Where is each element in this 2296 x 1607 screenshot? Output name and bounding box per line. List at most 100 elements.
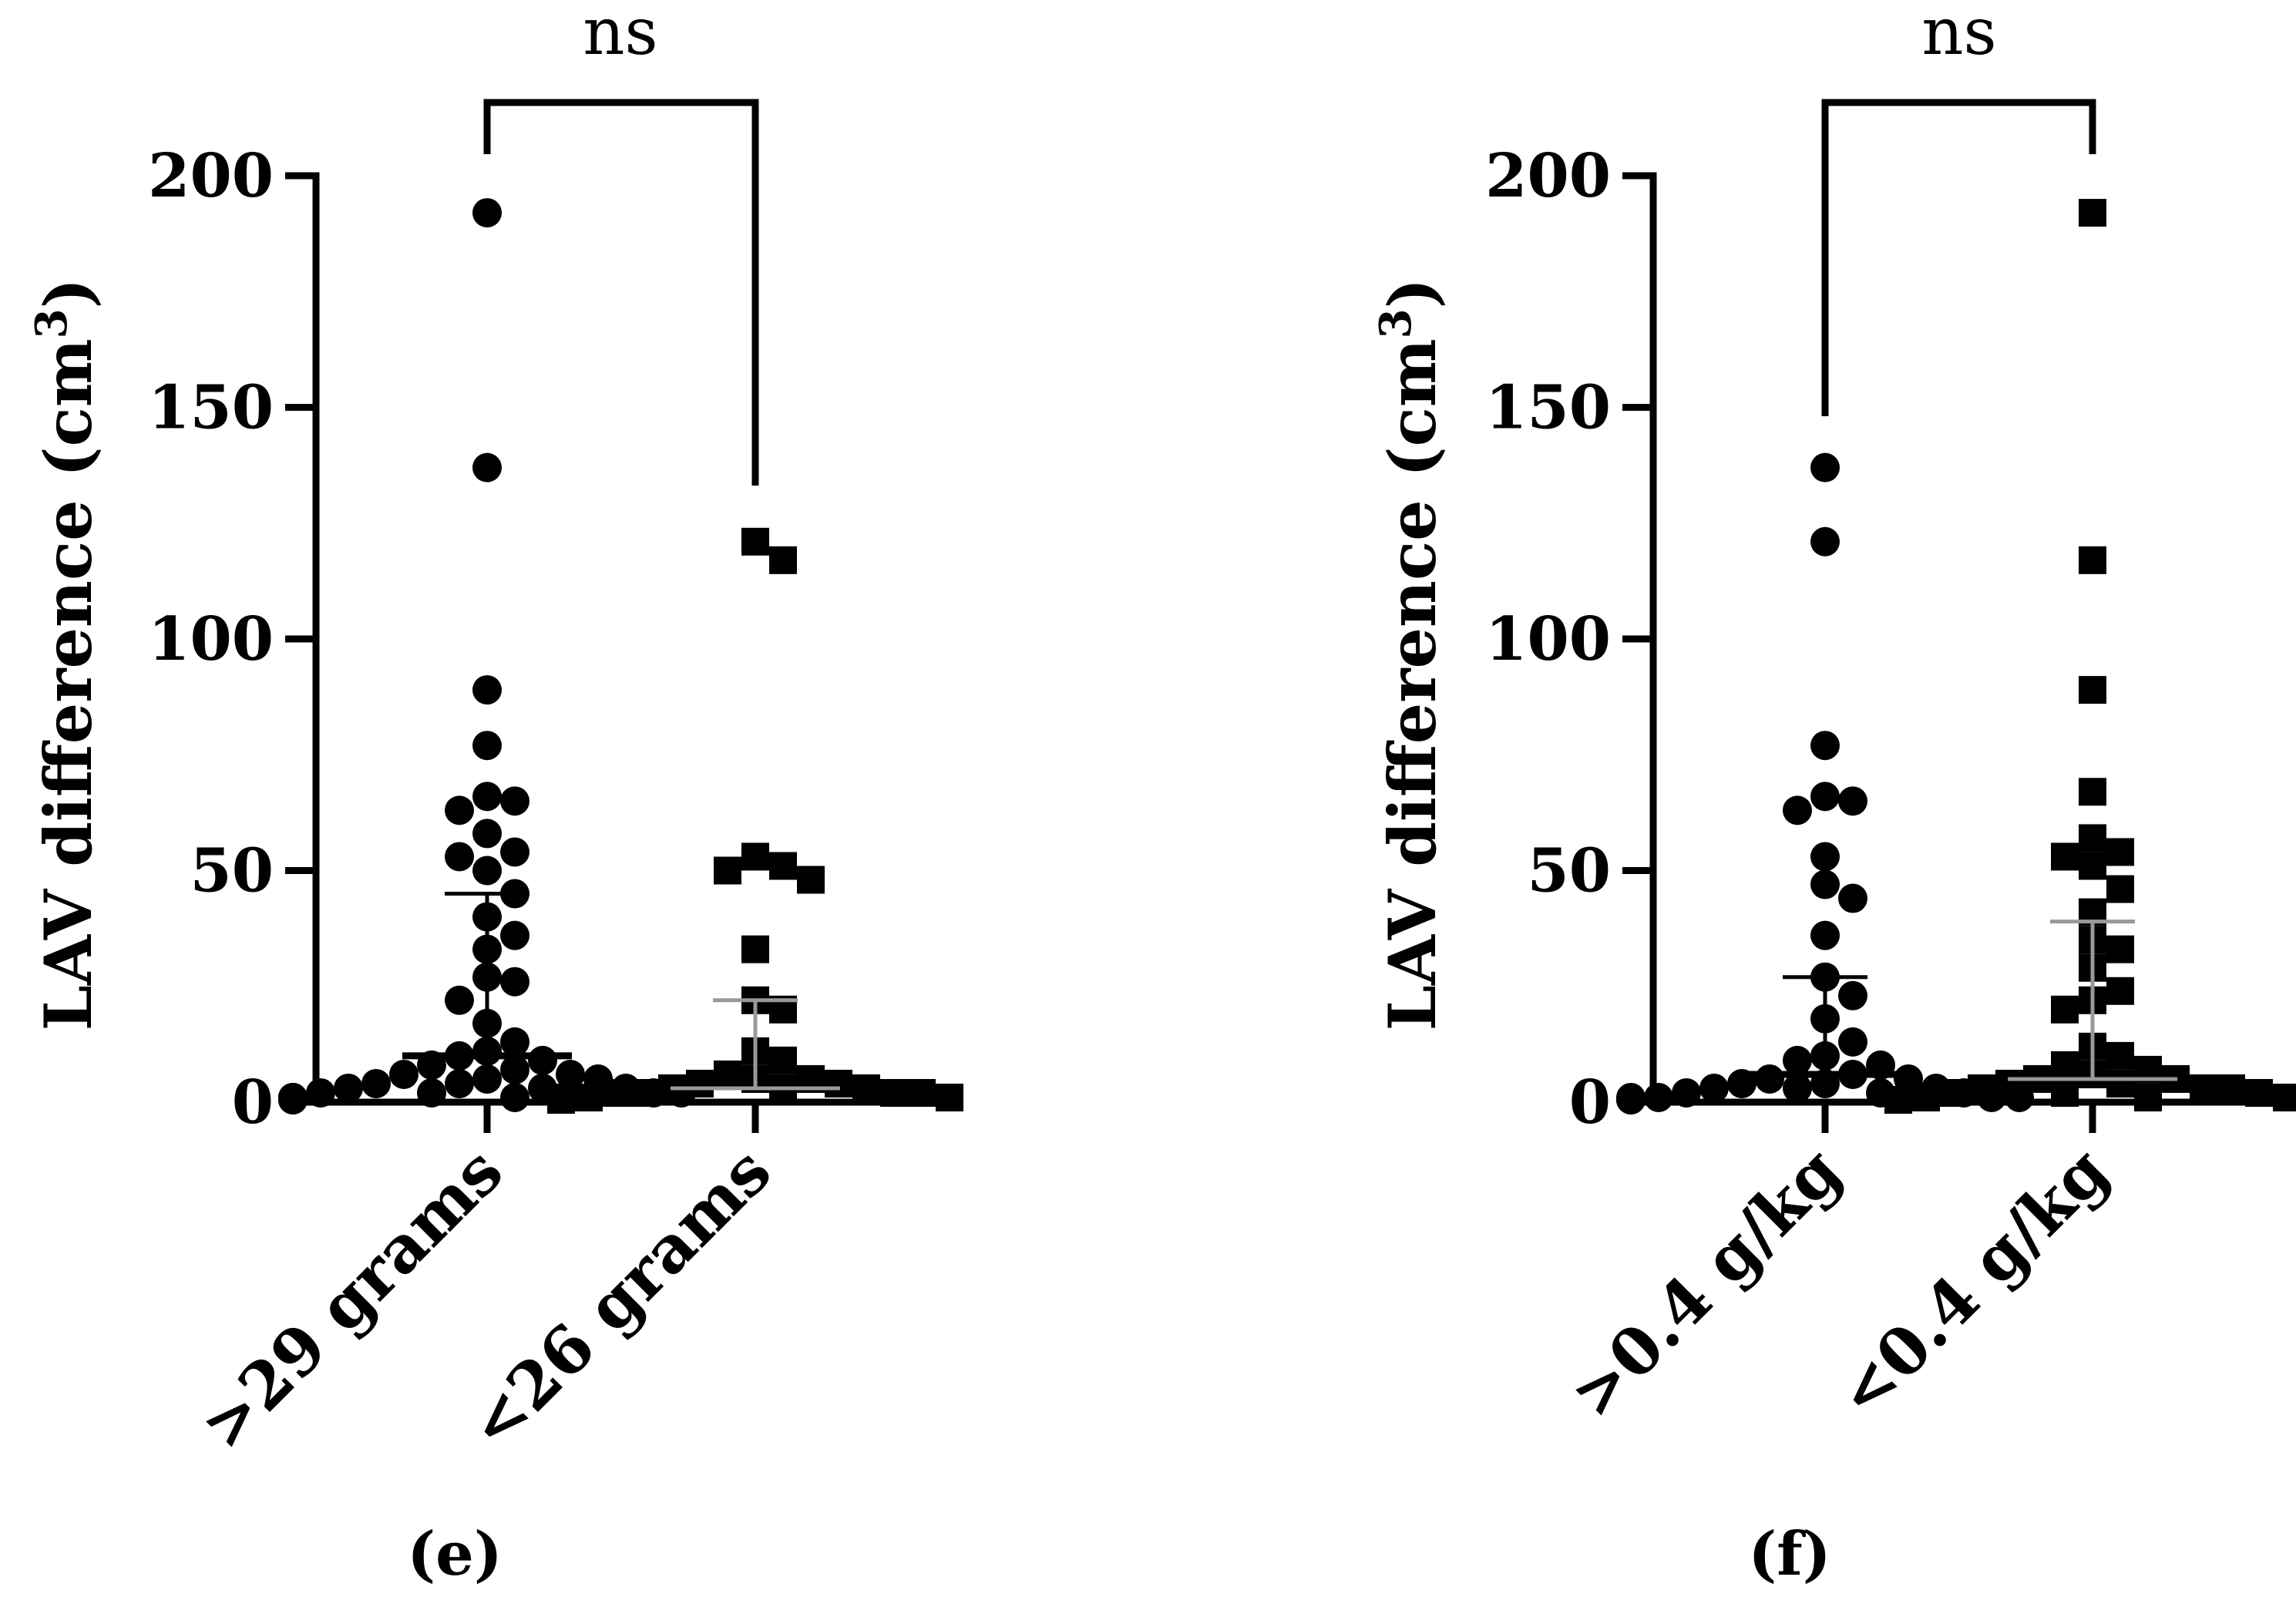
data-point [1810, 842, 1840, 872]
data-point [2051, 1051, 2079, 1079]
significance-bracket [483, 99, 759, 486]
data-point [797, 866, 825, 894]
data-point [1810, 920, 1840, 950]
data-point [1783, 795, 1812, 825]
data-point [445, 842, 474, 872]
data-point [2079, 824, 2106, 852]
data-point [1672, 1077, 1701, 1108]
data-point [306, 1077, 335, 1108]
data-point [2051, 1078, 2079, 1107]
data-point [547, 1085, 575, 1114]
data-point [2190, 1074, 2217, 1102]
y-tick-label: 150 [1485, 373, 1611, 443]
data-point [2106, 1069, 2134, 1098]
data-point [2106, 875, 2134, 903]
data-point [472, 819, 502, 849]
data-point [1838, 980, 1867, 1010]
y-tick-label: 50 [1527, 836, 1611, 906]
data-point [603, 1078, 630, 1107]
data-point [741, 842, 769, 871]
data-point [2079, 778, 2106, 806]
data-point [825, 1069, 852, 1098]
significance-label: ns [1921, 0, 1996, 69]
y-tick-label: 150 [148, 373, 274, 443]
data-point [1616, 1084, 1646, 1114]
data-point [1810, 869, 1840, 899]
data-point [769, 546, 797, 574]
data-point [2079, 199, 2106, 227]
data-point [741, 527, 769, 556]
data-point [1810, 526, 1840, 556]
data-point [500, 837, 529, 867]
data-point [2273, 1083, 2296, 1111]
y-axis-label: LAV difference (cm3) [1370, 278, 1451, 1031]
data-point [417, 1077, 446, 1108]
data-point [472, 731, 502, 761]
data-point [389, 1059, 419, 1089]
panel-label: (e) [407, 1519, 502, 1589]
data-point [769, 852, 797, 880]
data-point [575, 1083, 603, 1111]
data-point [1810, 782, 1840, 812]
data-point [2106, 1041, 2134, 1070]
data-point [1838, 883, 1867, 913]
data-point [686, 1069, 714, 1098]
data-point [2079, 676, 2106, 704]
data-point [1838, 1027, 1867, 1057]
significance-label: ns [583, 0, 657, 69]
data-point [741, 935, 769, 963]
data-point [472, 856, 502, 886]
y-axis-label-superscript: 3 [1370, 308, 1421, 338]
data-point [908, 1078, 936, 1107]
data-point [278, 1084, 308, 1114]
data-point [936, 1083, 963, 1111]
data-point [528, 1045, 557, 1075]
panel-f: 0 50 100 150 200 LAV difference (cm3) >0.4 g/k… [1370, 0, 2296, 1589]
data-point [445, 795, 474, 825]
y-tick-label: 200 [1485, 141, 1611, 211]
y-axis-label-superscript: 3 [26, 308, 77, 338]
data-point [500, 1027, 529, 1057]
y-axis-label-text: LAV difference (cm [30, 338, 106, 1030]
data-point [1783, 1045, 1812, 1075]
y-axis-label: LAV difference (cm3) [26, 278, 106, 1031]
data-point [2079, 852, 2106, 880]
y-tick-label: 200 [148, 141, 274, 211]
y-tick-label: 0 [1569, 1067, 1611, 1138]
data-point [472, 452, 502, 482]
data-point [2217, 1074, 2245, 1102]
data-point [1699, 1073, 1729, 1103]
data-point [500, 967, 529, 997]
panel-label: (f) [1748, 1519, 1830, 1589]
data-point [714, 1060, 741, 1088]
data-point [500, 786, 529, 816]
y-axis-label-close: ) [30, 278, 106, 309]
y-tick-label: 50 [190, 836, 274, 906]
data-point [500, 1054, 529, 1084]
category-label: >0.4 g/kg [1555, 1132, 1855, 1433]
data-point [472, 782, 502, 812]
data-point [2079, 546, 2106, 574]
data-point [472, 675, 502, 705]
data-point [2051, 995, 2079, 1024]
data-point [500, 920, 529, 950]
data-point [2106, 977, 2134, 1005]
data-point [445, 1068, 474, 1098]
data-point [1940, 1078, 1968, 1107]
data-point [2051, 842, 2079, 871]
data-point [1810, 731, 1840, 761]
data-point [472, 198, 502, 228]
y-axis-label-close: ) [1374, 278, 1451, 309]
data-point [2134, 1083, 2162, 1111]
data-point [500, 1082, 529, 1112]
data-point [714, 856, 741, 885]
data-point [1838, 786, 1867, 816]
data-point [334, 1073, 363, 1103]
data-point [1912, 1083, 1940, 1111]
data-point [1995, 1069, 2023, 1098]
significance-bracket [1821, 99, 2096, 416]
data-point [769, 1046, 797, 1074]
data-point [880, 1078, 908, 1107]
